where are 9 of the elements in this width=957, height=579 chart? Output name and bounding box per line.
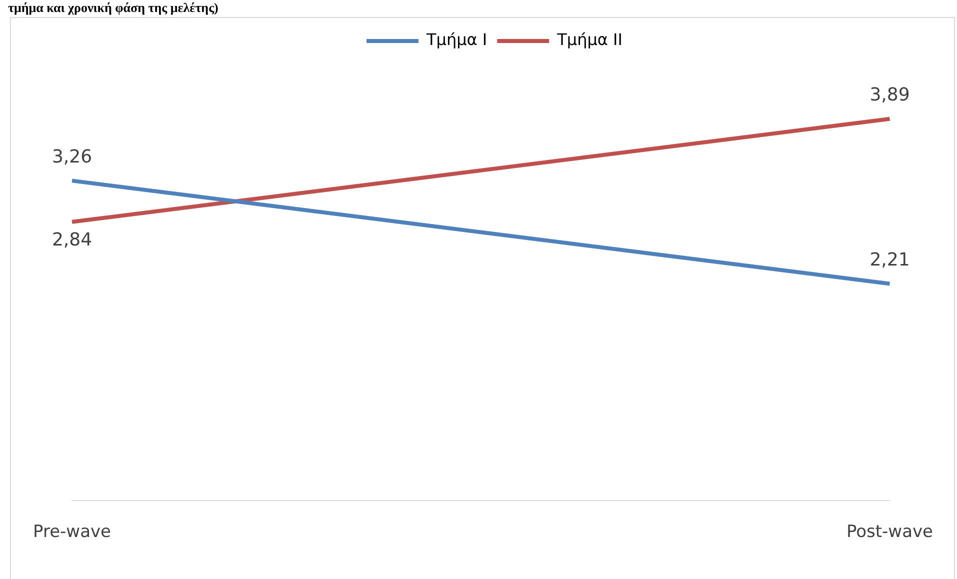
data-label: 3,26 — [52, 146, 92, 168]
legend-label: Τμήμα II — [556, 30, 622, 50]
legend-label: Τμήμα I — [426, 30, 488, 50]
data-label: 2,84 — [52, 230, 92, 251]
data-label: 2,21 — [870, 249, 910, 270]
data-label: 3,89 — [870, 84, 910, 106]
x-tick-label: Post-wave — [846, 522, 933, 542]
chart-title: τμήμα και χρονική φάση της μελέτης) — [8, 0, 218, 16]
x-tick-label: Pre-wave — [32, 522, 112, 542]
